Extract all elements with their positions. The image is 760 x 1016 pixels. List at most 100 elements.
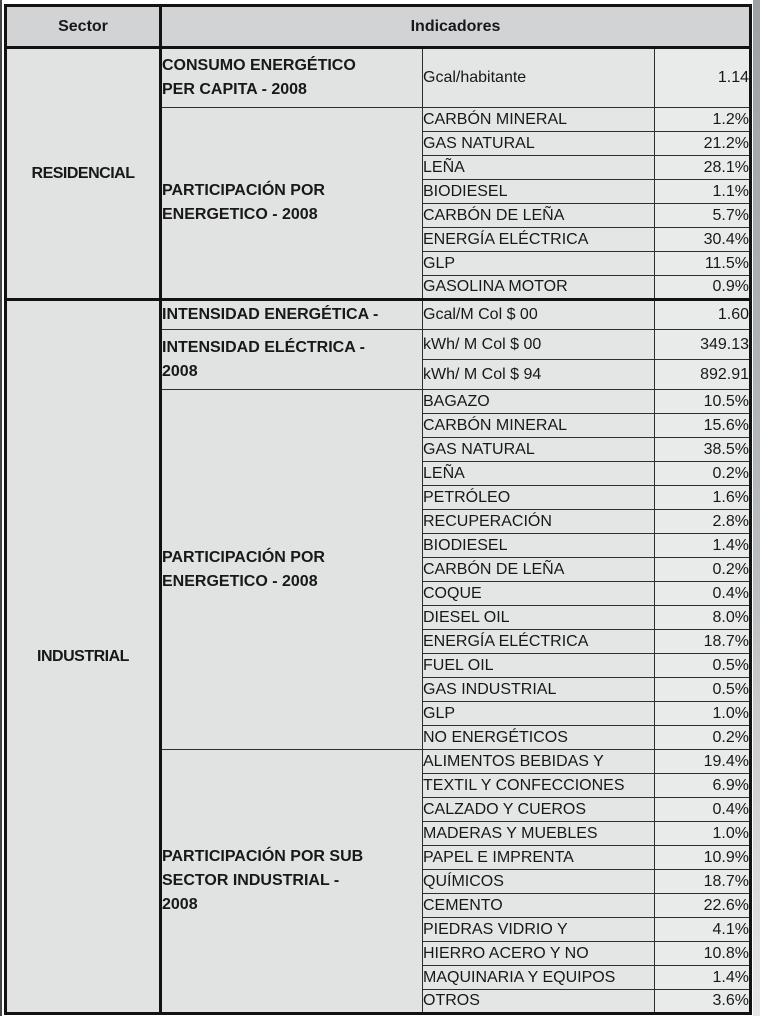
table-row: NO ENERGÉTICOS 0.2% [6,725,751,750]
indicator-name-cell: CARBÓN MINERAL [422,413,655,438]
indicator-value-cell: 0.5% [654,677,751,702]
group-label-line: ENERGETICO - 2008 [162,572,318,590]
indicator-name-cell: GLP [422,701,655,726]
indicator-value-cell: 10.8% [654,941,751,966]
indicator-value-cell: 19.4% [654,749,751,774]
indicator-name-cell: RECUPERACIÓN [422,509,655,534]
table-row: HIERRO ACERO Y NO 10.8% [6,941,751,966]
group-label-line: INTENSIDAD ELÉCTRICA - [162,338,365,356]
group-label-line: ENERGETICO - 2008 [162,206,318,223]
scan-edge-right [753,0,760,1016]
table-row: TEXTIL Y CONFECCIONES 6.9% [6,773,751,798]
table-row: CARBÓN MINERAL 15.6% [6,413,751,438]
indicator-value-cell: 10.9% [654,845,751,870]
indicator-name-cell: GAS NATURAL [422,437,655,462]
indicator-name-cell: GLP [422,251,655,276]
indicator-name-cell: PIEDRAS VIDRIO Y [422,917,655,942]
indicator-value-cell: 1.0% [654,821,751,846]
indicator-value-cell: 1.0% [654,701,751,726]
indicator-value-cell: 11.5% [654,251,751,276]
table-header-row: Sector Indicadores [5,5,751,49]
group-label-line: PARTICIPACIÓN POR [162,548,325,566]
indicator-name-cell: HIERRO ACERO Y NO [422,941,655,966]
indicator-name-cell: TEXTIL Y CONFECCIONES [422,773,655,798]
indicator-name-cell: CARBÓN DE LEÑA [422,557,655,582]
indicator-value-cell: 38.5% [654,437,751,462]
table-row: MADERAS Y MUEBLES 1.0% [6,821,751,846]
indicator-value-cell: 2.8% [654,509,751,534]
indicator-value-cell: 30.4% [654,227,751,252]
indicator-name-cell: BAGAZO [422,389,655,414]
indicator-name-cell: BIODIESEL [422,533,655,558]
indicator-value-cell: 0.5% [654,653,751,678]
table-row: RESIDENCIAL CONSUMO ENERGÉTICO PER CAPIT… [5,47,751,300]
indicator-value-cell: 10.5% [654,389,751,414]
indicator-name-cell: DIESEL OIL [422,605,655,630]
table-row: PARTICIPACIÓN POR ENERGETICO - 2008 CARB… [6,107,751,300]
group-label-line: 2008 [162,896,198,913]
indicator-name-cell: CARBÓN DE LEÑA [422,203,655,228]
indicator-value-cell: 1.2% [654,107,751,132]
table-row: GAS INDUSTRIAL 0.5% [6,677,751,702]
indicator-value-cell: 18.7% [654,629,751,654]
table-row: CALZADO Y CUEROS 0.4% [6,797,751,822]
group-label-participacion-energetico-residencial: PARTICIPACIÓN POR ENERGETICO - 2008 [160,107,423,300]
indicator-value-cell: 6.9% [654,773,751,798]
indicator-value-cell: 349.13 [654,329,751,360]
indicator-name-cell: MAQUINARIA Y EQUIPOS [422,965,655,990]
indicator-name-cell: MADERAS Y MUEBLES [422,821,655,846]
indicator-value-cell: 22.6% [654,893,751,918]
table-row: kWh/ M Col $ 94 892.91 [6,359,751,390]
group-label-participacion-energetico-industrial: PARTICIPACIÓN POR ENERGETICO - 2008 [160,389,423,750]
table-row: GLP 1.0% [6,701,751,726]
table-row: QUÍMICOS 18.7% [6,869,751,894]
table-row: INTENSIDAD ELÉCTRICA - 2008 kWh/ M Col $… [6,329,751,390]
table-row: GAS NATURAL 38.5% [6,437,751,462]
indicator-value-cell: 0.2% [654,461,751,486]
indicator-value-cell: 18.7% [654,869,751,894]
indicator-value-cell: 1.1% [654,179,751,204]
indicators-table: Sector Indicadores RESIDENCIAL CONSUMO E… [4,4,752,1015]
table-row: INDUSTRIAL INTENSIDAD ENERGÉTICA - Gcal/… [5,298,751,1014]
indicator-value-cell: 28.1% [654,155,751,180]
indicator-name-cell: QUÍMICOS [422,869,655,894]
scan-edge-left [0,0,2,1016]
indicator-name-cell: ENERGÍA ELÉCTRICA [422,629,655,654]
indicator-value-cell: 5.7% [654,203,751,228]
group-label-line: CONSUMO ENERGÉTICO [162,57,356,74]
indicator-name-cell: kWh/ M Col $ 94 [422,359,655,390]
indicator-name-cell: CALZADO Y CUEROS [422,797,655,822]
sector-cell-residencial: RESIDENCIAL [5,47,162,300]
group-label-line: PER CAPITA - 2008 [162,81,307,98]
indicator-name-cell: CEMENTO [422,893,655,918]
indicator-name-cell: BIODIESEL [422,179,655,204]
indicator-name-cell: LEÑA [422,461,655,486]
indicator-value-cell: 0.2% [654,725,751,750]
sector-column-header: Sector [5,5,162,49]
table-row: GASOLINA MOTOR 0.9% [6,275,751,300]
group-label-line: PARTICIPACIÓN POR SUB [162,848,364,865]
indicator-name-cell: Gcal/M Col $ 00 [422,298,655,330]
table-row: PARTICIPACIÓN POR SUB SECTOR INDUSTRIAL … [6,749,751,1014]
indicator-value-cell: 1.60 [654,298,751,330]
indicator-name-cell: PAPEL E IMPRENTA [422,845,655,870]
group-label-line: INTENSIDAD ENERGÉTICA - [162,306,379,323]
table-row: CARBÓN DE LEÑA 0.2% [6,557,751,582]
indicator-name-cell: GASOLINA MOTOR [422,275,655,300]
indicadores-column-header: Indicadores [160,5,751,49]
group-label-intensidad-energetica: INTENSIDAD ENERGÉTICA - [160,298,423,330]
indicator-name-cell: ALIMENTOS BEBIDAS Y [422,749,655,774]
group-label-intensidad-electrica: INTENSIDAD ELÉCTRICA - 2008 [160,329,423,390]
table-row: PAPEL E IMPRENTA 10.9% [6,845,751,870]
sector-cell-industrial: INDUSTRIAL [5,298,162,1014]
indicator-value-cell: 0.9% [654,275,751,300]
table-row: GAS NATURAL 21.2% [6,131,751,156]
indicator-value-cell: 0.4% [654,581,751,606]
indicator-value-cell: 15.6% [654,413,751,438]
group-label-participacion-subsector: PARTICIPACIÓN POR SUB SECTOR INDUSTRIAL … [160,749,423,1014]
indicator-name-cell: FUEL OIL [422,653,655,678]
indicator-name-cell: kWh/ M Col $ 00 [422,329,655,360]
indicator-name-cell: GAS INDUSTRIAL [422,677,655,702]
indicator-value-cell: 4.1% [654,917,751,942]
